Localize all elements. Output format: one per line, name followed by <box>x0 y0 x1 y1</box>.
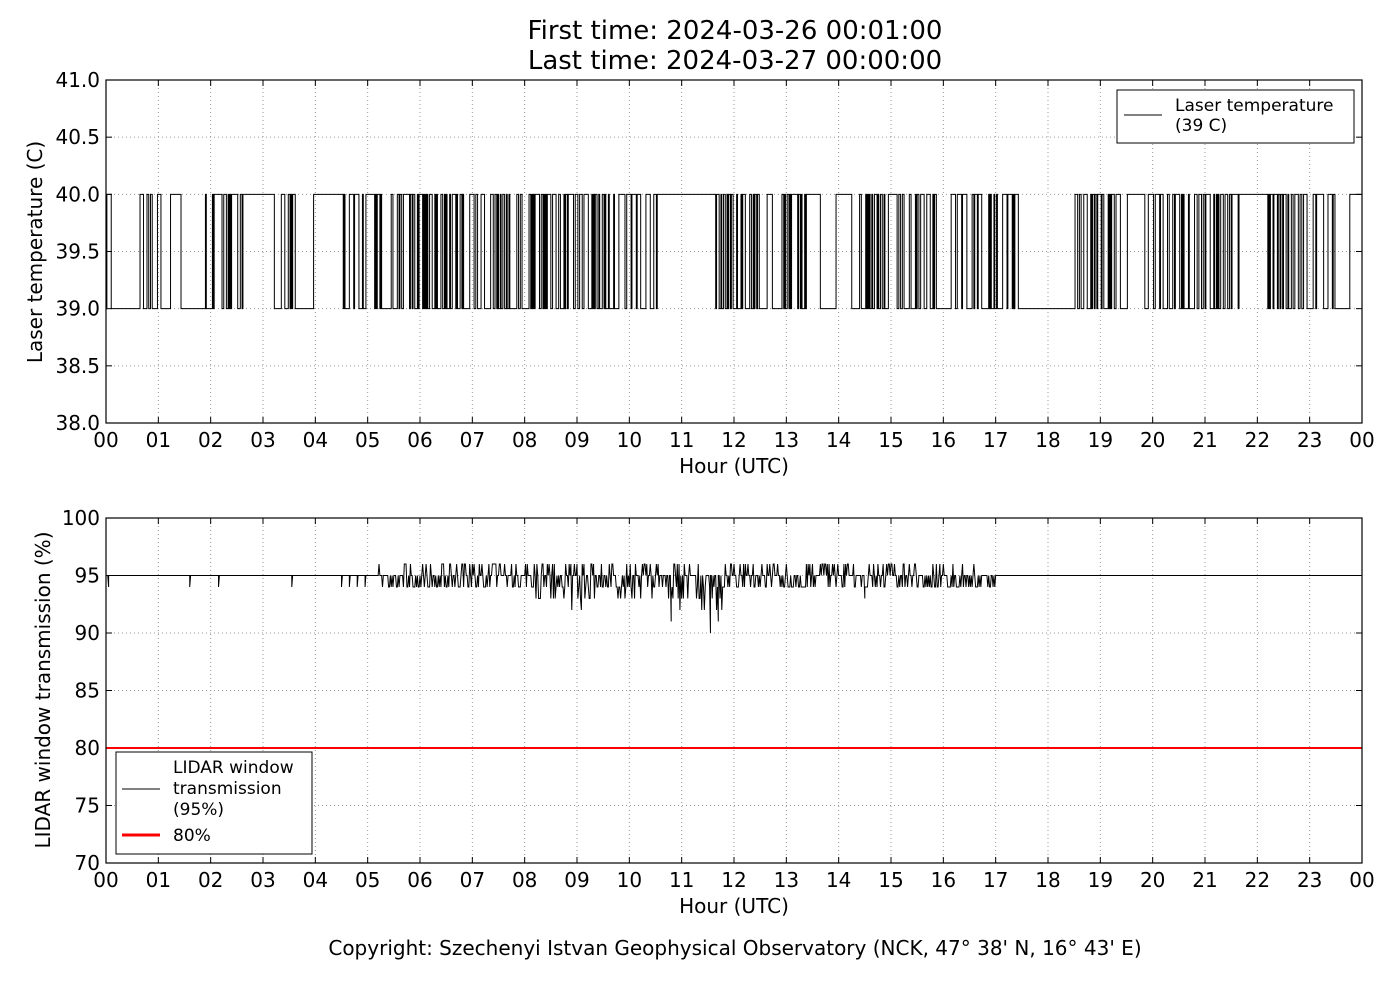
title-line-first-time: First time: 2024-03-26 00:01:00 <box>527 16 943 46</box>
temp-xtick-label: 09 <box>564 428 589 452</box>
temp-xtick-label: 21 <box>1192 428 1217 452</box>
temp-xtick-label: 00 <box>93 428 118 452</box>
temp-xtick-label: 07 <box>460 428 485 452</box>
lidar-transmission-line <box>106 563 1362 634</box>
temp-xtick-label: 22 <box>1245 428 1270 452</box>
temp-legend-box <box>1116 89 1355 144</box>
temp-xtick-label: 15 <box>878 428 903 452</box>
lidar-ytick-label: 100 <box>62 506 100 530</box>
temp-ytick-label: 41.0 <box>55 68 100 92</box>
temp-legend-label: (39 C) <box>1175 116 1227 136</box>
lidar-xtick-label: 05 <box>355 868 380 892</box>
lidar-xlabel: Hour (UTC) <box>679 894 789 918</box>
lidar-xtick-label: 12 <box>721 868 746 892</box>
temp-xtick-label: 04 <box>303 428 328 452</box>
temp-plot-frame <box>105 79 1363 424</box>
title-line-last-time: Last time: 2024-03-27 00:00:00 <box>527 46 943 76</box>
lidar-xtick-label: 14 <box>826 868 851 892</box>
lidar-plot-frame <box>105 517 1363 864</box>
lidar-xtick-label: 08 <box>512 868 537 892</box>
lidar-ytick-label: 80 <box>75 736 100 760</box>
temp-xlabel: Hour (UTC) <box>679 454 789 478</box>
temp-xtick-label: 19 <box>1088 428 1113 452</box>
temp-xtick-label: 17 <box>983 428 1008 452</box>
temp-xtick-label: 16 <box>931 428 956 452</box>
lidar-xtick-label: 18 <box>1035 868 1060 892</box>
temp-xtick-label: 13 <box>774 428 799 452</box>
lidar-xtick-label: 19 <box>1088 868 1113 892</box>
lidar-xtick-label: 17 <box>983 868 1008 892</box>
lidar-xtick-label: 15 <box>878 868 903 892</box>
temp-xtick-label: 12 <box>721 428 746 452</box>
lidar-legend-label: LIDAR window <box>173 758 294 778</box>
lidar-xtick-label: 22 <box>1245 868 1270 892</box>
lidar-xtick-label: 21 <box>1192 868 1217 892</box>
temp-ytick-label: 40.5 <box>55 125 100 149</box>
lidar-xtick-label: 00 <box>93 868 118 892</box>
lidar-xtick-label: 03 <box>250 868 275 892</box>
lidar-ytick-label: 75 <box>75 794 100 818</box>
temp-legend-label: Laser temperature <box>1175 96 1333 116</box>
lidar-xtick-label: 16 <box>931 868 956 892</box>
lidar-legend-label: (95%) <box>173 800 224 820</box>
temp-xtick-label: 11 <box>669 428 694 452</box>
lidar-xtick-label: 13 <box>774 868 799 892</box>
threshold-legend-label: 80% <box>173 826 211 846</box>
temp-xtick-label: 06 <box>407 428 432 452</box>
lidar-xtick-label: 01 <box>146 868 171 892</box>
temp-xtick-label: 18 <box>1035 428 1060 452</box>
temp-xtick-label: 03 <box>250 428 275 452</box>
lidar-xtick-label: 00 <box>1349 868 1374 892</box>
lidar-xtick-label: 23 <box>1297 868 1322 892</box>
lidar-xtick-label: 10 <box>617 868 642 892</box>
temp-xtick-label: 02 <box>198 428 223 452</box>
temp-xtick-label: 01 <box>146 428 171 452</box>
lidar-xtick-label: 07 <box>460 868 485 892</box>
lidar-xtick-label: 09 <box>564 868 589 892</box>
temp-xtick-label: 14 <box>826 428 851 452</box>
lidar-ytick-label: 95 <box>75 564 100 588</box>
temp-ytick-label: 39.0 <box>55 297 100 321</box>
temp-xtick-label: 10 <box>617 428 642 452</box>
laser-temperature-chart: 00 01 02 03 04 05 06 07 08 09 10 11 12 13 14 15 16 17 18 19… <box>23 68 1375 478</box>
lidar-ytick-label: 70 <box>75 851 100 875</box>
lidar-xtick-label: 06 <box>407 868 432 892</box>
lidar-transmission-chart: 00 01 02 03 04 05 06 07 08 09 10 11 12 13 14 15 16 17 18 19… <box>31 506 1375 918</box>
lidar-legend-box <box>115 751 313 855</box>
temp-xtick-label: 23 <box>1297 428 1322 452</box>
lidar-ytick-label: 85 <box>75 679 100 703</box>
copyright-text: Copyright: Szechenyi Istvan Geophysical … <box>328 936 1142 960</box>
laser-temperature-line <box>106 193 1362 310</box>
temp-xtick-label: 05 <box>355 428 380 452</box>
lidar-ylabel: LIDAR window transmission (%) <box>31 532 55 849</box>
temp-xtick-label: 08 <box>512 428 537 452</box>
temp-xtick-label: 20 <box>1140 428 1165 452</box>
lidar-ytick-label: 90 <box>75 621 100 645</box>
page-title: First time: 2024-03-26 00:01:00 Last tim… <box>0 16 1400 76</box>
lidar-xtick-label: 11 <box>669 868 694 892</box>
temp-ytick-label: 38.5 <box>55 354 100 378</box>
lidar-legend-label: transmission <box>173 779 282 799</box>
lidar-xtick-label: 20 <box>1140 868 1165 892</box>
temp-xtick-label: 00 <box>1349 428 1374 452</box>
lidar-xtick-label: 04 <box>303 868 328 892</box>
temp-ytick-label: 39.5 <box>55 240 100 264</box>
lidar-xtick-label: 02 <box>198 868 223 892</box>
temp-ytick-label: 40.0 <box>55 182 100 206</box>
temp-ylabel: Laser temperature (C) <box>23 141 47 363</box>
temp-ytick-label: 38.0 <box>55 411 100 435</box>
